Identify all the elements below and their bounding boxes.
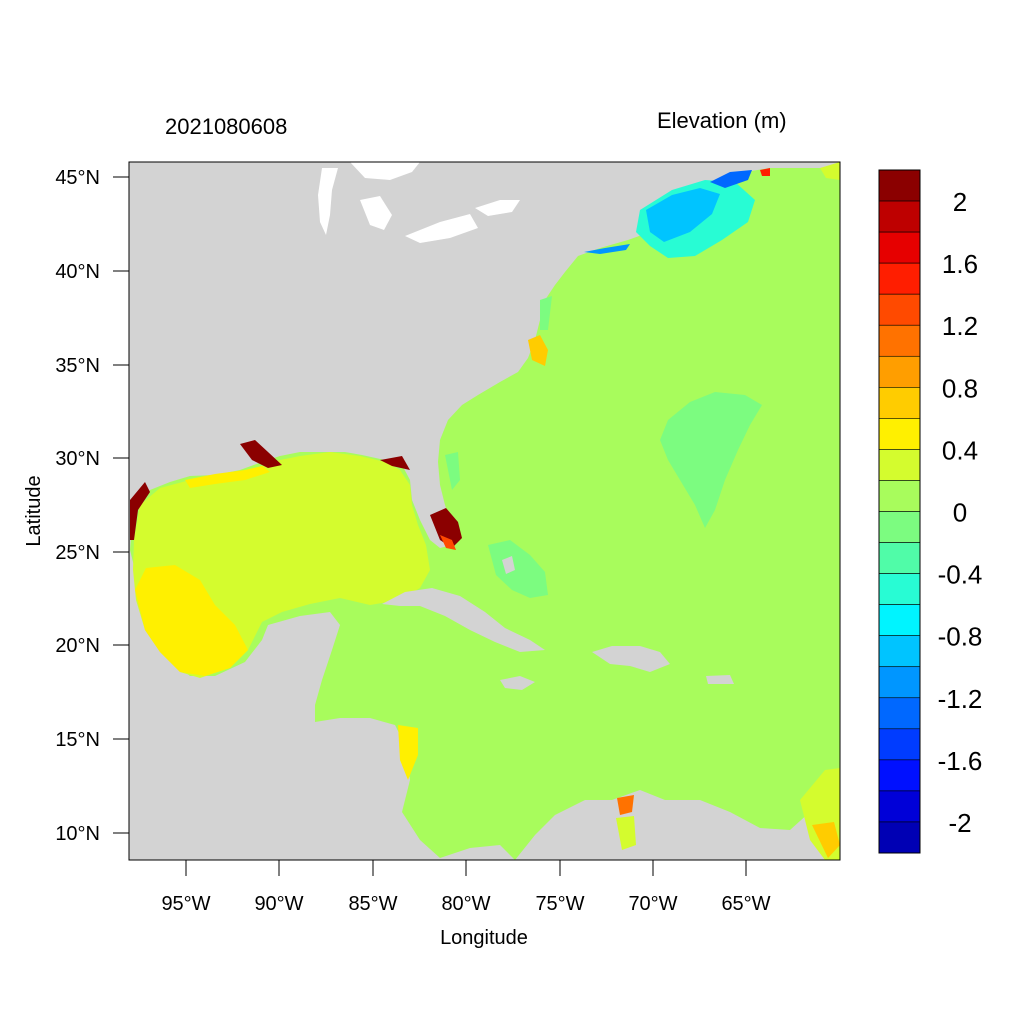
atlantic-low-anomaly <box>660 392 762 528</box>
land-cuba <box>382 588 545 652</box>
x-axis-label: Longitude <box>440 927 528 949</box>
y-tick-label: 10°N <box>55 823 100 845</box>
florida-keys-surge <box>440 535 456 550</box>
colorbar-label: -0.4 <box>938 560 983 590</box>
maracaibo-field <box>616 816 636 850</box>
great-lakes <box>318 162 520 243</box>
x-tick-label: 75°W <box>535 893 584 915</box>
chesapeake-strip <box>540 296 552 330</box>
map-panel <box>128 161 841 861</box>
colorbar-segment <box>878 759 921 792</box>
northern-gulf-strip <box>185 466 270 488</box>
pamlico-sound-surge <box>528 335 548 366</box>
colorbar-segment <box>878 387 921 419</box>
colorbar-label: -2 <box>948 808 971 838</box>
colorbar-segment <box>878 697 921 730</box>
colorbar-label: 0 <box>953 498 967 528</box>
gulf-of-venezuela-surge <box>617 795 634 815</box>
nova-scotia-edge <box>820 162 840 180</box>
nicaragua-coast-surge <box>398 725 418 780</box>
colorbar-label: 1.6 <box>942 249 978 279</box>
louisiana-coast-surge <box>240 440 282 468</box>
colorbar-segment <box>878 262 921 295</box>
land-puerto-rico <box>706 675 734 684</box>
y-axis-label: Latitude <box>23 475 45 546</box>
y-tick-label: 25°N <box>55 542 100 564</box>
colorbar-label: -1.2 <box>938 684 983 714</box>
trinidad-surge <box>812 822 840 858</box>
x-tick-label: 95°W <box>161 893 210 915</box>
colorbar-segment <box>878 635 921 668</box>
colorbar-label: 1.2 <box>942 311 978 341</box>
x-axis: 95°W 90°W 85°W 80°W 75°W 70°W 65°W <box>161 860 771 915</box>
colorbar-segment <box>878 418 921 450</box>
colorbar-label: -0.8 <box>938 622 983 652</box>
colorbar-segment <box>878 790 921 823</box>
y-tick-label: 15°N <box>55 729 100 751</box>
florida-southwest-surge <box>430 508 462 548</box>
colorbar-segment <box>878 542 921 574</box>
variable-title: Elevation (m) <box>657 108 787 133</box>
bahamas-island <box>502 556 515 574</box>
colorbar-segment <box>878 169 921 202</box>
y-tick-label: 20°N <box>55 635 100 657</box>
texas-coast-surge <box>130 482 150 540</box>
y-tick-label: 30°N <box>55 448 100 470</box>
colorbar-segment <box>878 821 921 854</box>
colorbar-label: -1.6 <box>938 746 983 776</box>
land-south-america <box>515 790 840 860</box>
x-tick-label: 65°W <box>721 893 770 915</box>
gulf-of-maine-core <box>646 188 720 242</box>
florida-east-coast-strip <box>445 452 460 490</box>
long-island-sound-low <box>584 244 630 254</box>
big-bend-surge <box>380 456 410 470</box>
map-frame <box>128 161 841 861</box>
colorbar-segment <box>878 573 921 605</box>
colorbar-segment <box>878 604 921 636</box>
bay-of-fundy-high <box>760 168 770 176</box>
colorbar-segment <box>878 324 921 357</box>
x-tick-label: 70°W <box>628 893 677 915</box>
date-label: 2021080608 <box>165 114 287 139</box>
colorbar-segment <box>878 666 921 699</box>
colorbar-segment <box>878 355 921 388</box>
colorbar-segment <box>878 231 921 264</box>
colorbar-frame <box>878 169 921 854</box>
colorbar-segment <box>878 728 921 761</box>
colorbar-label: 0.8 <box>942 373 978 403</box>
y-axis: 45°N 40°N 35°N 30°N 25°N 20°N 15°N 10°N <box>55 167 129 845</box>
x-tick-label: 85°W <box>348 893 397 915</box>
x-tick-label: 90°W <box>254 893 303 915</box>
western-gulf-high-surge <box>135 565 248 676</box>
colorbar-label: 0.4 <box>942 435 978 465</box>
colorbar-segment <box>878 449 921 481</box>
bahamas-bank <box>488 540 548 598</box>
land-north-america <box>129 162 840 860</box>
bay-of-fundy-low <box>710 170 752 188</box>
y-tick-label: 35°N <box>55 355 100 377</box>
y-tick-label: 45°N <box>55 167 100 189</box>
colorbar-segment <box>878 511 921 543</box>
land-jamaica <box>500 676 535 690</box>
land-hispaniola <box>592 646 670 672</box>
y-tick-label: 40°N <box>55 261 100 283</box>
colorbar-segment <box>878 293 921 326</box>
colorbar-segment <box>878 480 921 512</box>
colorbar-label: 2 <box>953 187 967 217</box>
x-tick-label: 80°W <box>441 893 490 915</box>
colorbar-segment <box>878 200 921 233</box>
colorbar: 2 1.6 1.2 0.8 0.4 0 -0.4 -0.8 -1.2 -1.6 -2 <box>878 169 983 854</box>
